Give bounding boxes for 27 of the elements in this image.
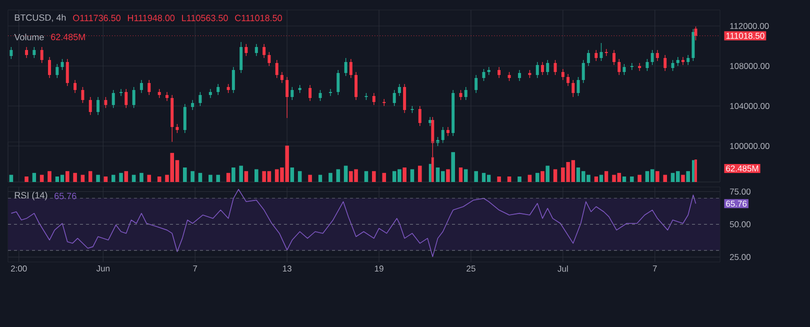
text: 65.76: [726, 200, 747, 207]
y-tick-label: 104000.00: [730, 102, 770, 110]
y-tick-label: 100000.00: [730, 142, 770, 150]
x-tick-label: 25: [466, 266, 476, 272]
annotation: L110563.50: [182, 14, 228, 22]
y-tick-label: 50.00: [730, 221, 750, 228]
x-tick-label: 13: [282, 266, 292, 272]
chart-title: RSI (14): [14, 192, 48, 200]
ref-line-label: 111018.50: [726, 32, 764, 39]
y-tick-label: 75.00: [730, 188, 750, 195]
annotation: 62.485M: [51, 34, 85, 40]
x-tick-label: Jun: [96, 266, 110, 272]
annotation: 65.76: [54, 192, 76, 200]
x-tick-label: 7: [652, 266, 657, 272]
chart-title: Volume: [14, 34, 44, 40]
x-tick-label: 19: [374, 266, 384, 272]
y-tick-label: 108000.00: [730, 62, 770, 70]
x-tick-label: 7: [193, 266, 198, 272]
annotation: O111736.50: [73, 14, 120, 22]
text: 62.485M: [726, 165, 758, 172]
y-tick-label: 25.00: [730, 254, 750, 260]
y-tick-label: 112000.00: [730, 22, 769, 29]
x-tick-label: 2:00: [11, 266, 27, 272]
x-tick-label: Jul: [558, 266, 568, 272]
annotation: C111018.50: [235, 14, 282, 22]
chart-title: BTCUSD, 4h: [14, 14, 66, 22]
annotation: H111948.00: [128, 14, 175, 22]
